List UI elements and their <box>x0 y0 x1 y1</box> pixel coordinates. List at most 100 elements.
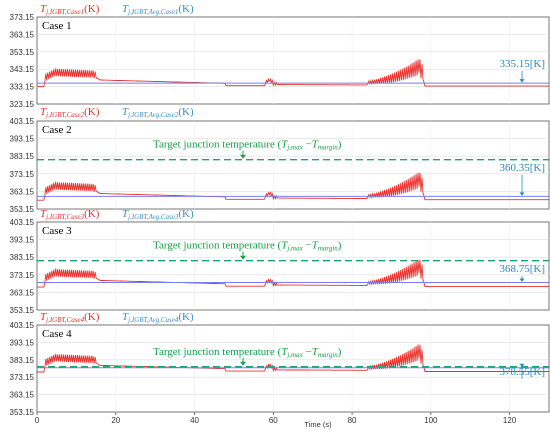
average-arrow-head <box>519 79 525 83</box>
target-close: ) <box>338 139 342 151</box>
plot-frame <box>36 221 550 311</box>
target-t2: T <box>312 346 319 358</box>
y-tick-label: 373.15 <box>10 271 35 280</box>
x-axis-label: Time (s) <box>304 420 332 429</box>
legend-junction: Tj,IGBT,Case3(K) <box>40 208 100 221</box>
target-t2-sub: margin <box>318 351 338 359</box>
plot-frame <box>36 120 550 210</box>
legend-junction-unit: (K) <box>84 208 100 220</box>
x-tick-label: 60 <box>269 416 278 425</box>
case-label: Case 3 <box>42 225 72 237</box>
target-text: Target junction temperature ( <box>153 346 282 358</box>
y-tick-label: 343.15 <box>10 65 35 74</box>
legend-junction-symbol: T <box>40 106 47 118</box>
legend-average-sub: j,IGBT,Avg,Case2 <box>127 111 179 119</box>
y-tick-label: 353.15 <box>10 48 35 57</box>
target-arrow-head <box>240 361 246 366</box>
legend-average-sub: j,IGBT,Avg,Case4 <box>127 316 179 324</box>
legend-junction-sub: j,IGBT,Case2 <box>45 111 84 119</box>
x-tick-label: 120 <box>503 416 517 425</box>
x-tick-label: 80 <box>348 416 357 425</box>
x-tick-label: 100 <box>424 416 438 425</box>
legend-junction-sub: j,IGBT,Case4 <box>45 316 84 324</box>
chart-panel-2: 403.15 393.15 383.15 373.15 363.15 353.15 Targ… <box>10 106 550 214</box>
target-t1: T <box>281 139 288 151</box>
y-tick-label: 373.15 <box>10 170 35 179</box>
target-arrow-head <box>240 154 246 159</box>
y-tick-label: 383.15 <box>10 356 35 365</box>
target-close: ) <box>338 240 342 252</box>
legend-junction-symbol: T <box>40 3 47 15</box>
target-minus: − <box>303 240 312 252</box>
legend-junction: Tj,IGBT,Case4(K) <box>40 311 100 324</box>
chart-panel-4: 403.15 393.15 383.15 373.15 363.15 353.15 Targ… <box>10 311 550 417</box>
y-tick-label: 353.15 <box>10 205 35 214</box>
case-label: Case 4 <box>42 328 72 340</box>
legend-average-unit: (K) <box>178 208 194 220</box>
legend-average-symbol: T <box>122 3 129 15</box>
legend-average-sub: j,IGBT,Avg,Case3 <box>127 213 179 221</box>
target-t2: T <box>312 240 319 252</box>
target-t1-sub: j,max <box>286 245 303 253</box>
legend-average: Tj,IGBT,Avg,Case2(K) <box>122 106 194 119</box>
y-tick-label: 403.15 <box>10 117 35 126</box>
y-tick-label: 363.15 <box>10 187 35 196</box>
chart-panel-1: 373.15 363.15 353.15 343.15 333.15 323.15 335.… <box>10 3 550 109</box>
legend-average-symbol: T <box>122 311 129 323</box>
y-tick-label: 363.15 <box>10 30 35 39</box>
case-label: Case 1 <box>42 20 72 32</box>
target-temperature-label: Target junction temperature (Tj,max −Tma… <box>153 346 342 359</box>
legend-junction-sub: j,IGBT,Case1 <box>45 8 84 16</box>
y-tick-label: 383.15 <box>10 253 35 262</box>
target-t2-sub: margin <box>318 245 338 253</box>
x-tick-label: 20 <box>111 416 120 425</box>
target-arrow-head <box>240 255 246 260</box>
junction-temperature-series <box>37 172 549 201</box>
legend-average-unit: (K) <box>178 3 194 15</box>
y-tick-label: 403.15 <box>10 218 35 227</box>
average-value-label: 360.35[K] <box>499 162 545 174</box>
legend-average-unit: (K) <box>178 311 194 323</box>
legend-junction-symbol: T <box>40 208 47 220</box>
y-tick-label: 373.15 <box>10 13 35 22</box>
legend-junction-symbol: T <box>40 311 47 323</box>
legend-average: Tj,IGBT,Avg,Case3(K) <box>122 208 194 221</box>
average-arrow-head <box>519 192 525 196</box>
y-tick-label: 403.15 <box>10 321 35 330</box>
y-tick-label: 393.15 <box>10 236 35 245</box>
target-t1: T <box>281 240 288 252</box>
average-arrow-head <box>519 363 525 368</box>
target-temperature-label: Target junction temperature (Tj,max −Tma… <box>153 240 342 253</box>
legend-junction-unit: (K) <box>84 3 100 15</box>
target-text: Target junction temperature ( <box>153 240 282 252</box>
y-tick-label: 373.15 <box>10 373 35 382</box>
case-label: Case 2 <box>42 124 72 136</box>
legend-junction: Tj,IGBT,Case1(K) <box>40 3 100 16</box>
junction-temperature-series <box>37 344 549 373</box>
average-value-label: 368.75[K] <box>499 263 545 275</box>
legend-average-symbol: T <box>122 106 129 118</box>
target-t1: T <box>281 346 288 358</box>
target-t1-sub: j,max <box>286 351 303 359</box>
legend-junction: Tj,IGBT,Case2(K) <box>40 106 100 119</box>
y-tick-label: 363.15 <box>10 391 35 400</box>
target-close: ) <box>338 346 342 358</box>
junction-temperature-series <box>37 259 549 288</box>
legend-junction-unit: (K) <box>84 311 100 323</box>
y-tick-label: 363.15 <box>10 288 35 297</box>
y-tick-label: 353.15 <box>10 306 35 315</box>
legend-junction-sub: j,IGBT,Case3 <box>45 213 84 221</box>
target-temperature-label: Target junction temperature (Tj,max −Tma… <box>153 139 342 152</box>
y-tick-label: 323.15 <box>10 100 35 109</box>
y-tick-label: 393.15 <box>10 135 35 144</box>
target-t2: T <box>312 139 319 151</box>
y-tick-label: 393.15 <box>10 338 35 347</box>
y-tick-label: 353.15 <box>10 408 35 417</box>
target-t2-sub: margin <box>318 144 338 152</box>
average-arrow-head <box>519 278 525 283</box>
legend-average-unit: (K) <box>178 106 194 118</box>
x-tick-label: 0 <box>35 416 40 425</box>
y-tick-label: 383.15 <box>10 152 35 161</box>
chart-panel-3: 403.15 393.15 383.15 373.15 363.15 353.15 Targ… <box>10 208 550 315</box>
